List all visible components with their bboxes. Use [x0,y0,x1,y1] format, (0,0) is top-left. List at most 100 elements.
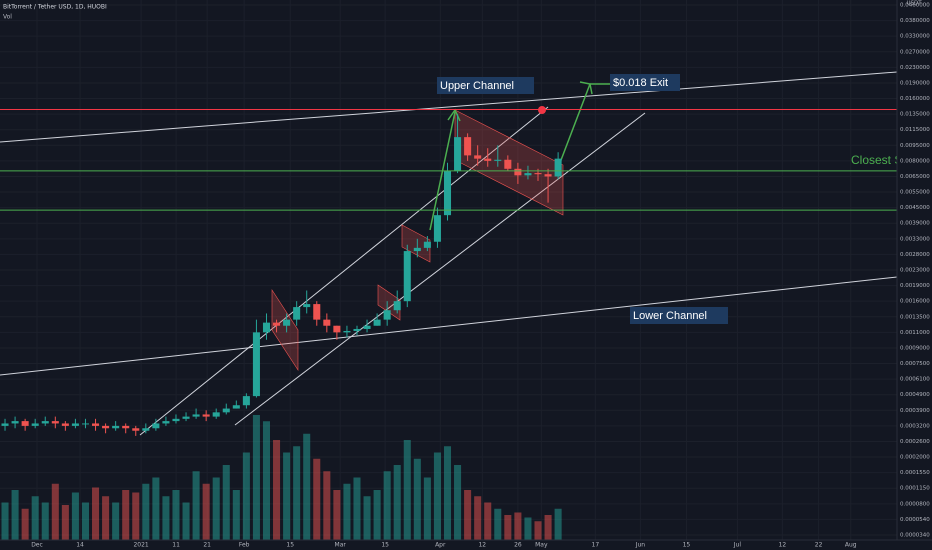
candle-body [534,173,542,175]
candle-body [11,421,19,424]
x-tick-label: 2021 [133,542,148,549]
x-tick-label: Mar [335,542,347,549]
candle-body [61,423,69,426]
candle-body [544,174,552,177]
volume-bar [252,415,260,540]
candle-body [273,322,281,326]
y-tick-label: 0.0009000 [900,345,930,351]
y-tick-label: 0.0019000 [900,283,930,289]
candle-body [242,396,250,406]
y-tick-label: 0.0270000 [900,49,930,55]
candle-body [423,241,431,248]
y-tick-label: 0.0135000 [900,112,930,118]
y-tick-label: 0.0016000 [900,299,930,305]
candle-body [232,405,240,409]
volume-bar [484,502,492,540]
y-tick-label: 0.0065000 [900,174,930,180]
y-tick-label: 0.0115000 [900,127,930,133]
volume-bar [303,433,311,540]
annotation-box [610,74,680,91]
volume-bar [454,465,462,540]
candle-body [484,158,492,161]
candle-body [212,412,220,417]
volume-bar [142,483,150,540]
x-tick-label: 14 [76,542,84,549]
volume-bar [112,502,120,540]
candle-body [303,304,311,308]
candle-body [202,414,210,417]
volume-bar [343,483,351,540]
volume-bar [534,521,542,540]
candle-body [182,416,190,419]
arrow-head [447,108,461,122]
volume-bar [192,471,200,540]
y-tick-label: 0.0230000 [900,65,930,71]
volume-bar [353,477,361,540]
volume-bar [1,502,9,540]
currency-label: USDT [906,1,922,7]
volume-bar [514,512,522,540]
price-axis [897,0,932,550]
candle-body [474,155,482,159]
volume-bar [393,465,401,540]
volume-bar [51,483,59,540]
volume-bar [383,471,391,540]
candle-body [443,170,452,216]
y-tick-label: 0.0039000 [900,221,930,227]
y-tick-label: 0.0023000 [900,268,930,274]
volume-bar [373,490,381,540]
flag [271,288,299,372]
x-tick-label: 21 [203,542,211,549]
y-tick-label: 0.0002000 [900,455,930,461]
y-tick-label: 0.0004900 [900,392,930,398]
candle-body [192,414,200,417]
volume-bar [323,471,331,540]
candle-body [323,319,331,326]
y-tick-label: 0.0460000 [900,3,930,9]
volume-bar [71,492,79,540]
candle-body [413,247,421,252]
y-tick-label: 0.0000800 [900,501,930,507]
marker-dot [538,106,546,114]
volume-bar [544,515,552,540]
candle-body [283,319,291,326]
trend-line [139,106,549,436]
volume-bar [61,505,69,540]
volume-bar [21,508,29,540]
y-tick-label: 0.0000540 [900,517,930,523]
candle-body [51,421,59,424]
candle-body [152,423,160,429]
candles [1,114,562,436]
candle-body [222,408,230,413]
candle-body [433,215,441,242]
candle-body [31,423,39,426]
x-tick-label: Jun [635,542,646,549]
y-tick-label: 0.0033000 [900,236,930,242]
volume-bar [232,490,240,540]
candle-body [162,421,170,424]
y-tick-label: 0.0013500 [900,314,930,320]
y-tick-label: 0.0001150 [900,486,930,492]
annotation-box [437,77,534,94]
candle-body [1,423,9,426]
y-tick-label: 0.0003900 [900,408,930,414]
volume-bar [31,496,39,540]
volume-bar [162,496,170,540]
volume-bar [283,452,291,540]
candle-body [373,319,381,326]
candle-body [393,301,401,311]
volume-bar [474,496,482,540]
y-tick-label: 0.0001550 [900,470,930,476]
volume-bar [494,508,502,540]
y-tick-label: 0.0000340 [900,533,930,539]
volume-bar [504,515,512,540]
candle-body [554,158,562,177]
x-tick-label: 15 [683,542,691,549]
volume-bar [464,490,472,540]
y-tick-label: 0.0055000 [900,190,930,196]
x-tick-label: 15 [286,542,294,549]
y-tick-label: 0.0380000 [900,18,930,24]
candle-body [81,423,89,425]
volume-bar [182,502,190,540]
